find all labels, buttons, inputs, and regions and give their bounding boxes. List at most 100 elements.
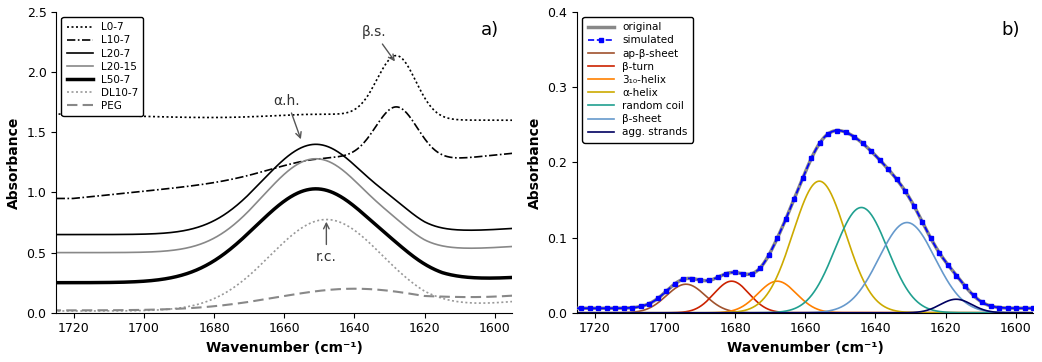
original [701,278,714,283]
random coil [835,232,847,236]
agg. strands [978,308,991,312]
agg. strands [658,311,670,315]
ap-β-sheet [553,311,566,315]
3₁₀-helix [978,311,991,315]
α-helix [553,311,566,315]
ap-β-sheet [818,311,830,315]
L0-7 [204,115,217,120]
agg. strands [949,297,962,302]
agg. strands [835,311,847,315]
original [553,306,566,311]
β-turn [978,311,991,315]
L20-15 [477,246,490,250]
β-turn [1027,311,1040,315]
PEG [218,303,230,307]
DL10-7 [218,291,230,296]
β-turn [658,311,670,315]
3₁₀-helix [836,311,848,315]
L20-7 [98,232,110,237]
Line: L0-7: L0-7 [39,56,513,120]
L50-7 [230,241,243,246]
β-turn [701,298,714,303]
Y-axis label: Absorbance: Absorbance [528,116,542,209]
random coil [1027,311,1040,315]
ap-β-sheet [649,303,662,307]
L20-7 [204,220,217,225]
L20-15 [218,230,230,234]
L20-15 [32,251,45,255]
L50-7 [218,252,230,256]
DL10-7 [506,299,519,304]
3₁₀-helix [701,311,714,315]
β-sheet [553,311,566,315]
α-helix [701,311,714,315]
DL10-7 [146,308,158,312]
L20-15 [506,244,519,249]
random coil [553,311,566,315]
Legend: L0-7, L10-7, L20-7, L20-15, L50-7, DL10-7, PEG: L0-7, L10-7, L20-7, L20-15, L50-7, DL10-… [61,17,144,116]
simulated [649,298,662,303]
L50-7 [98,280,110,285]
Line: random coil: random coil [560,207,1034,313]
β-turn [725,279,738,283]
L20-15 [204,238,217,243]
3₁₀-helix [771,279,784,283]
L20-7 [477,228,490,232]
L20-7 [146,232,158,236]
simulated [978,302,991,306]
agg. strands [553,311,566,315]
α-helix [836,219,848,224]
PEG [98,308,110,312]
ap-β-sheet [702,296,715,300]
L20-15 [146,250,158,254]
L10-7 [98,193,110,198]
L20-15 [309,157,322,161]
L10-7 [390,105,402,109]
X-axis label: Wavenumber (cm⁻¹): Wavenumber (cm⁻¹) [727,341,884,355]
L10-7 [230,176,243,180]
Line: α-helix: α-helix [560,181,1034,313]
β-sheet [649,311,662,315]
Line: simulated: simulated [557,128,1036,311]
DL10-7 [320,217,332,222]
α-helix [658,311,670,315]
Line: β-turn: β-turn [560,281,1034,313]
L50-7 [204,261,217,265]
DL10-7 [204,298,217,303]
L20-7 [218,212,230,217]
L10-7 [218,178,230,183]
simulated [1027,306,1040,311]
β-turn [818,311,830,315]
L0-7 [477,118,490,122]
PEG [348,287,361,291]
Line: L10-7: L10-7 [39,107,513,198]
PEG [204,304,217,309]
Text: a): a) [480,21,499,39]
Line: 3₁₀-helix: 3₁₀-helix [560,281,1034,313]
L0-7 [506,118,519,122]
Line: original: original [560,131,1034,308]
original [978,302,991,306]
L20-15 [98,251,110,255]
Y-axis label: Absorbance: Absorbance [7,116,21,209]
PEG [477,295,490,299]
L0-7 [390,54,402,58]
L20-15 [230,220,243,224]
DL10-7 [98,309,110,313]
β-turn [553,311,566,315]
agg. strands [649,311,662,315]
α-helix [813,179,825,183]
original [832,129,844,133]
L0-7 [32,111,45,116]
L0-7 [98,113,110,117]
DL10-7 [230,283,243,288]
Line: L20-7: L20-7 [39,144,513,235]
β-turn [649,311,662,315]
PEG [146,307,158,312]
L50-7 [309,187,322,191]
agg. strands [701,311,714,315]
3₁₀-helix [1027,311,1040,315]
Line: L20-15: L20-15 [39,159,513,253]
simulated [701,278,714,283]
ap-β-sheet [836,311,848,315]
